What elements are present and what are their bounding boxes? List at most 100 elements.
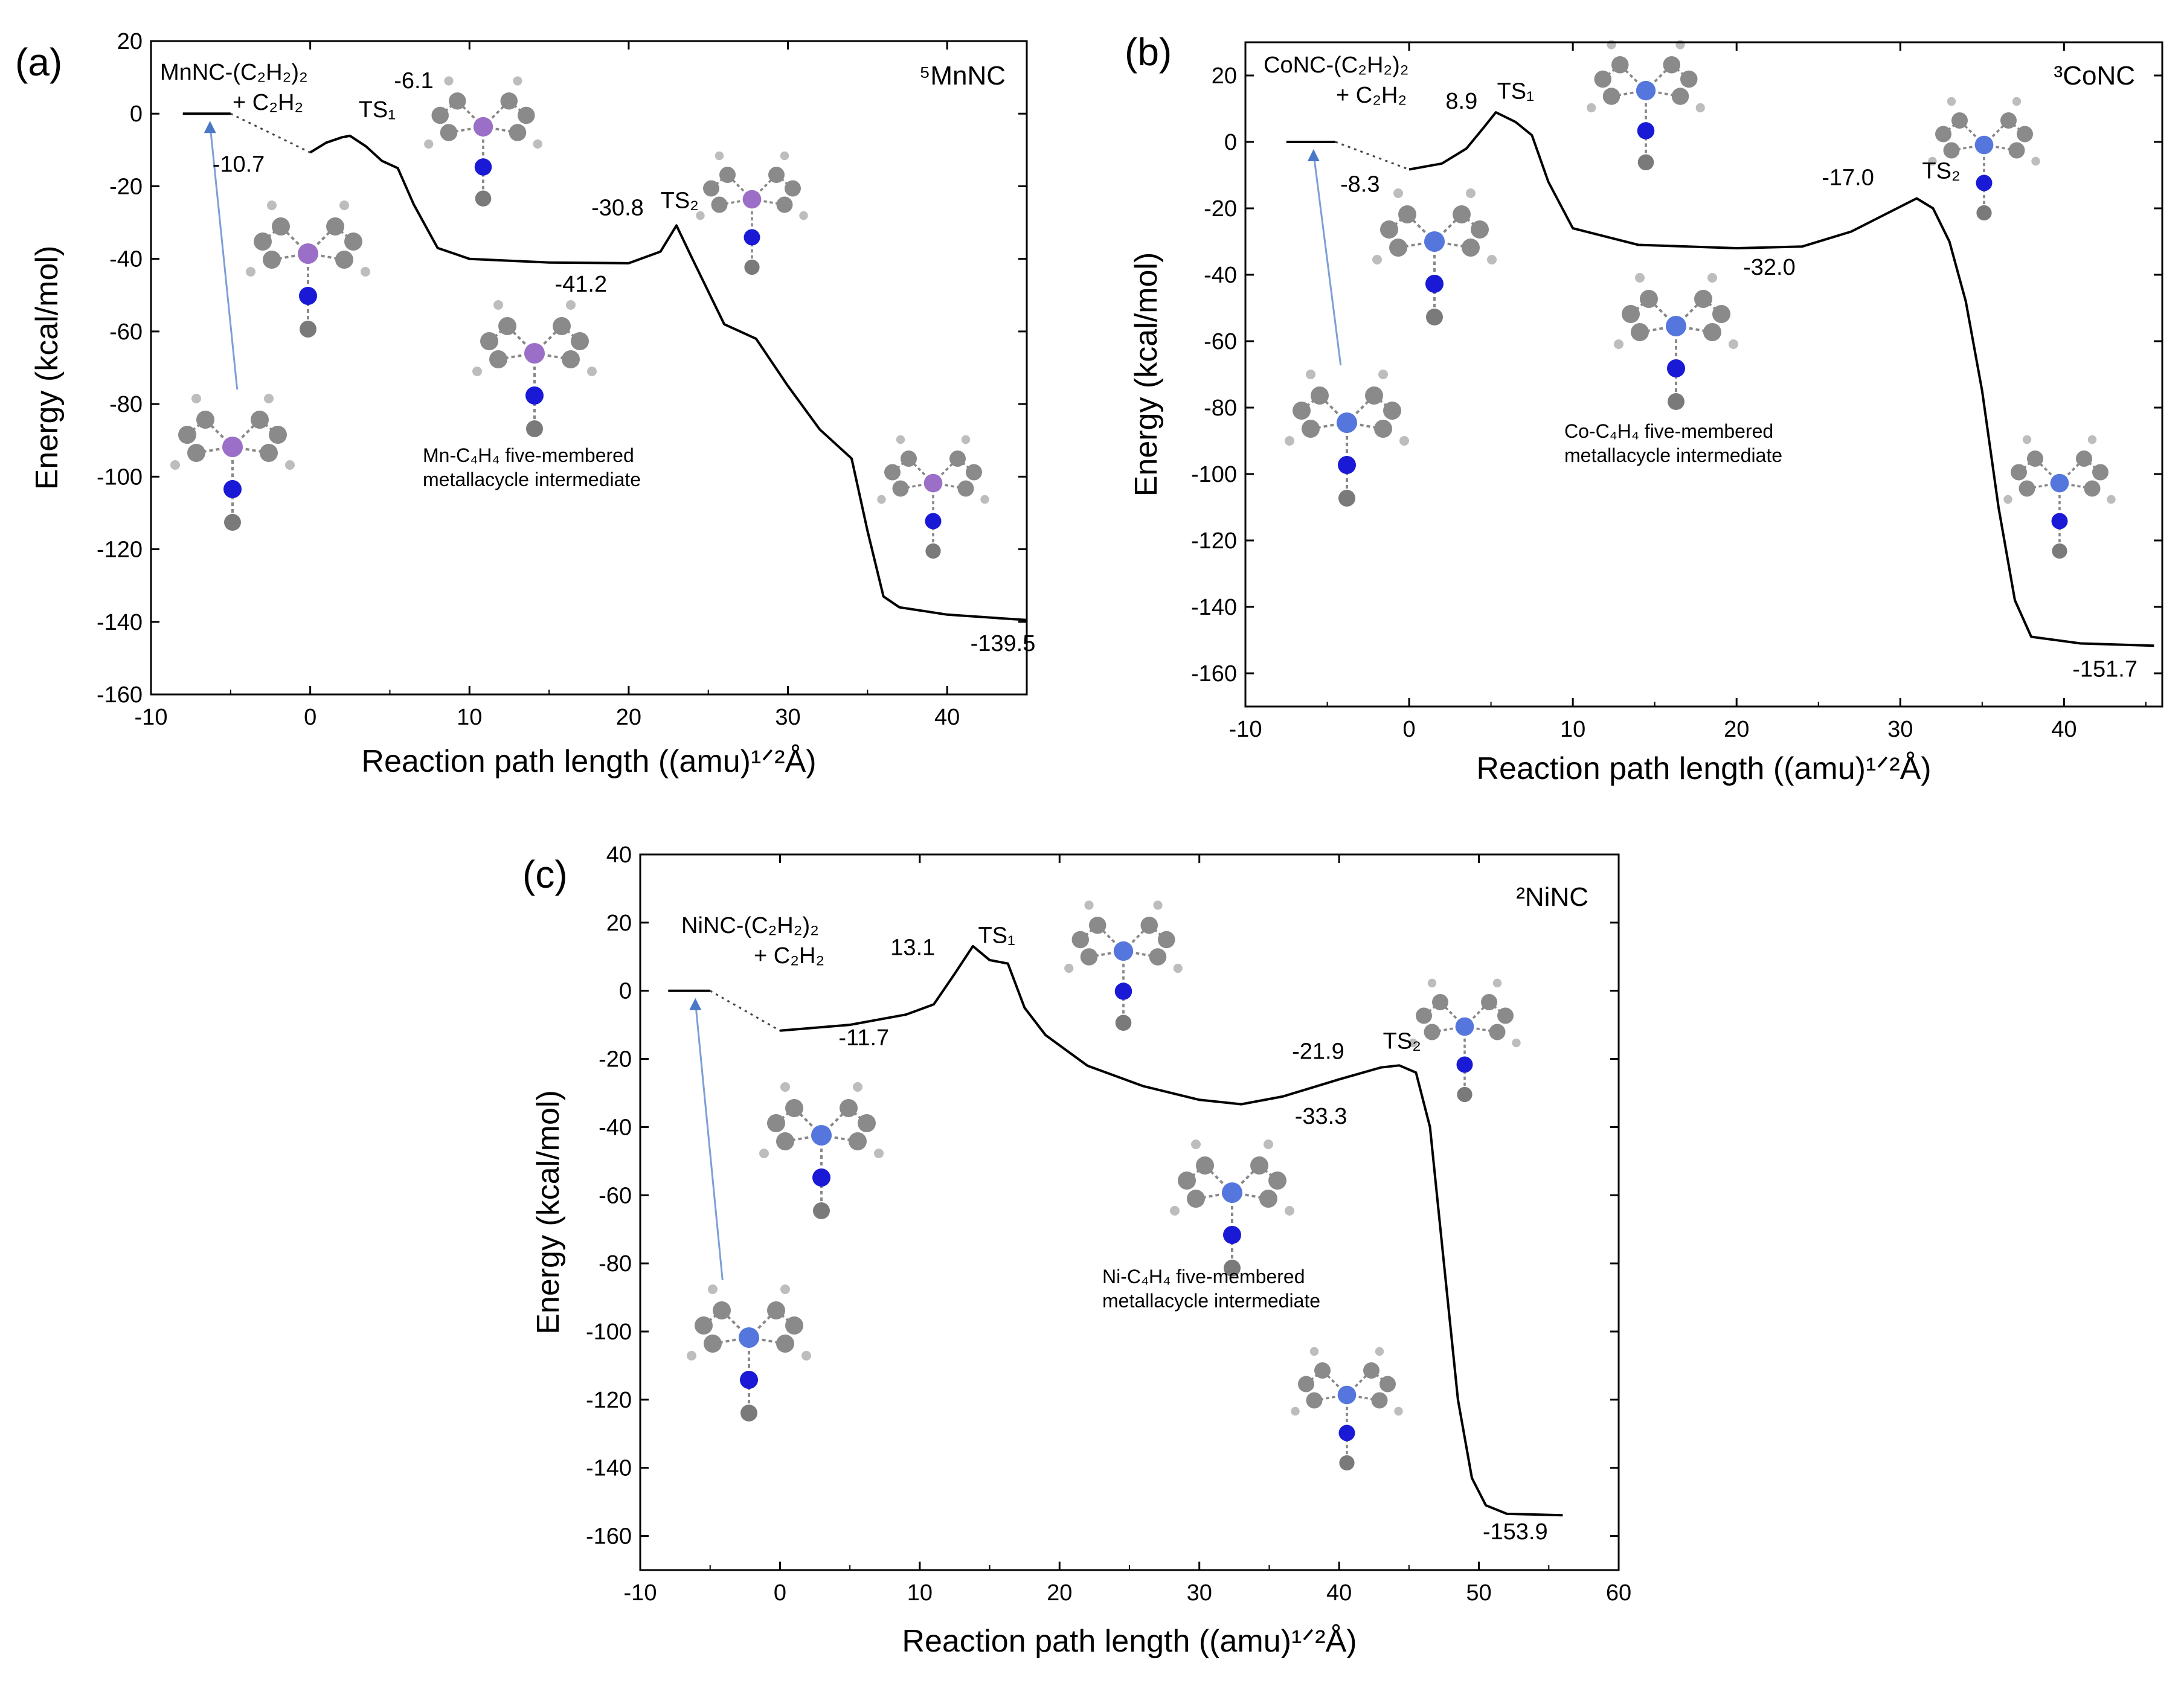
x-tick-label: 10 bbox=[1560, 717, 1585, 742]
carbon-atom bbox=[326, 217, 344, 236]
nitrogen-atom bbox=[223, 480, 242, 498]
carbon-atom bbox=[1594, 70, 1611, 88]
metal-atom bbox=[923, 473, 943, 493]
nitrogen-atom bbox=[1667, 359, 1685, 377]
series-line-IRC bbox=[1408, 111, 2154, 647]
metal-atom bbox=[742, 190, 762, 209]
carbon-atom bbox=[2027, 450, 2043, 467]
hydrogen-atom bbox=[493, 300, 503, 310]
carbon-atom bbox=[1383, 402, 1401, 420]
panel-letter: (c) bbox=[522, 853, 568, 896]
energy-label: -32.0 bbox=[1743, 255, 1796, 280]
energy-label: TS₂ bbox=[1922, 159, 1960, 184]
hydrogen-atom bbox=[1285, 1206, 1294, 1216]
y-tick-label: -80 bbox=[109, 392, 143, 417]
molecule-structure bbox=[246, 200, 370, 338]
metal-atom bbox=[1974, 135, 1994, 155]
y-tick-label: -160 bbox=[586, 1524, 632, 1550]
y-tick-label: -40 bbox=[1204, 263, 1237, 288]
energy-label: -153.9 bbox=[1483, 1519, 1548, 1545]
molecule-structure bbox=[1928, 97, 2040, 221]
hydrogen-atom bbox=[2003, 495, 2012, 504]
hydrogen-atom bbox=[1170, 1206, 1180, 1216]
carbon-atom bbox=[711, 196, 728, 213]
carbon-atom bbox=[1224, 1260, 1241, 1277]
hydrogen-atom bbox=[1492, 978, 1502, 988]
carbon-atom bbox=[1259, 1190, 1277, 1208]
reactant-arrow bbox=[209, 124, 239, 390]
x-tick-label: 10 bbox=[457, 705, 482, 730]
x-tick-label: 30 bbox=[1187, 1580, 1212, 1606]
carbon-atom bbox=[489, 350, 507, 368]
hydrogen-atom bbox=[1372, 255, 1382, 264]
x-tick-label: 0 bbox=[304, 705, 316, 730]
energy-label: -11.7 bbox=[838, 1025, 889, 1051]
carbon-atom bbox=[2076, 450, 2092, 467]
carbon-atom bbox=[344, 232, 362, 251]
x-axis-label: Reaction path length ((amu)¹ᐟ²Å) bbox=[902, 1624, 1357, 1659]
hydrogen-atom bbox=[696, 211, 705, 220]
energy-label: -33.3 bbox=[1295, 1104, 1347, 1129]
x-axis-label: Reaction path length ((amu)¹ᐟ²Å) bbox=[361, 744, 816, 779]
hydrogen-atom bbox=[1378, 370, 1388, 379]
carbon-atom bbox=[1640, 290, 1658, 308]
nitrogen-atom bbox=[474, 158, 492, 176]
carbon-atom bbox=[1424, 1024, 1440, 1040]
molecule-structure bbox=[696, 151, 808, 275]
reactant-label: MnNC-(C₂H₂)₂ bbox=[160, 60, 308, 85]
carbon-atom bbox=[1374, 420, 1392, 438]
hydrogen-atom bbox=[2031, 156, 2040, 166]
y-tick-label: 0 bbox=[619, 979, 632, 1004]
series-line-IRC bbox=[780, 944, 1563, 1517]
carbon-atom bbox=[849, 1132, 867, 1150]
x-tick-label: 40 bbox=[934, 705, 960, 730]
x-tick-label: 10 bbox=[907, 1580, 933, 1606]
hydrogen-atom bbox=[191, 394, 201, 403]
nitrogen-atom bbox=[1338, 1425, 1355, 1441]
energy-label: -6.1 bbox=[394, 68, 433, 94]
energy-label: 13.1 bbox=[890, 935, 935, 960]
hydrogen-atom bbox=[780, 151, 789, 161]
carbon-atom bbox=[1071, 931, 1089, 949]
carbon-atom bbox=[901, 450, 917, 467]
nitrogen-atom bbox=[740, 1371, 758, 1389]
nitrogen-atom bbox=[1976, 175, 1993, 191]
y-tick-label: -40 bbox=[109, 247, 143, 272]
carbon-atom bbox=[1338, 490, 1355, 507]
molecule-structure bbox=[472, 300, 597, 437]
reactant-arrow bbox=[1312, 152, 1342, 366]
carbon-atom bbox=[1196, 1156, 1214, 1175]
hydrogen-atom bbox=[1729, 339, 1738, 349]
x-tick-label: 50 bbox=[1466, 1580, 1491, 1606]
y-tick-label: -20 bbox=[599, 1047, 632, 1072]
y-tick-label: -100 bbox=[1191, 462, 1237, 487]
carbon-atom bbox=[1489, 1024, 1506, 1040]
nitrogen-atom bbox=[1637, 122, 1655, 139]
carbon-atom bbox=[2011, 464, 2027, 481]
carbon-atom bbox=[335, 251, 353, 269]
hydrogen-atom bbox=[896, 435, 905, 444]
carbon-atom bbox=[518, 106, 535, 124]
nitrogen-atom bbox=[525, 386, 544, 405]
y-tick-label: 0 bbox=[1224, 130, 1237, 155]
carbon-atom bbox=[858, 1114, 876, 1132]
carbon-atom bbox=[776, 1335, 794, 1353]
carbon-atom bbox=[300, 321, 316, 338]
hydrogen-atom bbox=[1285, 436, 1294, 446]
spin-state-label: ³CoNC bbox=[2054, 61, 2135, 91]
energy-label: TS₁ bbox=[359, 97, 396, 123]
carbon-atom bbox=[1481, 994, 1497, 1010]
hydrogen-atom bbox=[759, 1149, 769, 1158]
carbon-atom bbox=[1462, 239, 1480, 257]
carbon-atom bbox=[1302, 420, 1320, 438]
carbon-atom bbox=[1631, 323, 1649, 341]
y-tick-label: -60 bbox=[1204, 329, 1237, 354]
series-line-IRC bbox=[309, 134, 1027, 621]
hydrogen-atom bbox=[1487, 255, 1497, 264]
carbon-atom bbox=[2008, 142, 2025, 159]
carbon-atom bbox=[187, 444, 205, 462]
reactant-label-2: + C₂H₂ bbox=[754, 943, 824, 969]
plot-frame bbox=[150, 40, 1028, 696]
carbon-atom bbox=[1611, 56, 1629, 74]
hydrogen-atom bbox=[1306, 370, 1315, 379]
